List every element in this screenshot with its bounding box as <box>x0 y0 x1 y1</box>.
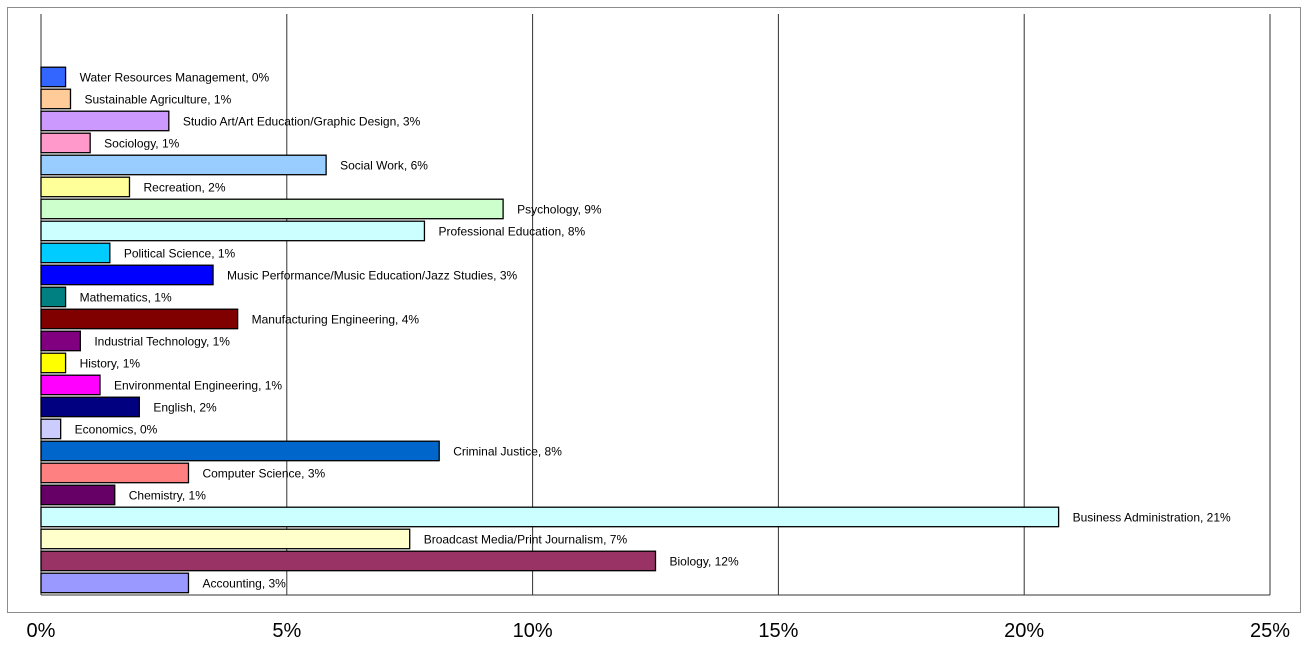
bar-label: Recreation, 2% <box>143 180 225 194</box>
bar <box>40 396 140 418</box>
bar-label: Criminal Justice, 8% <box>453 444 562 458</box>
x-tick-label: 15% <box>758 620 798 642</box>
bar <box>40 374 101 396</box>
bar <box>40 154 327 176</box>
bar-label: Biology, 12% <box>670 554 739 568</box>
bar-label: Chemistry, 1% <box>129 488 206 502</box>
bar <box>40 308 239 330</box>
bar-label: Sociology, 1% <box>104 136 179 150</box>
bars <box>40 66 1060 594</box>
bar-label: History, 1% <box>80 356 141 370</box>
bar-label: Accounting, 3% <box>202 576 286 590</box>
bar <box>40 484 116 506</box>
bar-label: Economics, 0% <box>75 422 158 436</box>
bar <box>40 198 504 220</box>
bar <box>40 66 67 88</box>
bar <box>40 352 67 374</box>
bar-label: Sustainable Agriculture, 1% <box>84 92 231 106</box>
bar <box>40 132 91 154</box>
bar <box>40 176 131 198</box>
bar <box>40 88 72 110</box>
bar <box>40 572 190 594</box>
bar-label: Social Work, 6% <box>340 158 428 172</box>
bar-label: English, 2% <box>153 400 217 414</box>
bar <box>40 506 1060 528</box>
bar-label: Professional Education, 8% <box>438 224 585 238</box>
bar <box>40 462 190 484</box>
bar <box>40 220 426 242</box>
x-tick-label: 20% <box>1004 620 1044 642</box>
bar-label: Studio Art/Art Education/Graphic Design,… <box>183 114 421 128</box>
bar <box>40 242 111 264</box>
bar <box>40 110 170 132</box>
bar-label: Water Resources Management, 0% <box>80 70 270 84</box>
bar <box>40 440 440 462</box>
bar-label: Music Performance/Music Education/Jazz S… <box>227 268 517 282</box>
bar-label: Environmental Engineering, 1% <box>114 378 282 392</box>
bar <box>40 286 67 308</box>
bar <box>40 264 214 286</box>
bar <box>40 330 81 352</box>
bar-label: Industrial Technology, 1% <box>94 334 230 348</box>
bar-label: Business Administration, 21% <box>1073 510 1231 524</box>
bar <box>40 550 657 572</box>
bar-label: Computer Science, 3% <box>202 466 325 480</box>
bar-label: Mathematics, 1% <box>80 290 172 304</box>
bar-label: Political Science, 1% <box>124 246 236 260</box>
bar <box>40 418 62 440</box>
bar-labels: Water Resources Management, 0% Sustainabl… <box>75 70 1231 590</box>
x-tick-label: 0% <box>27 620 56 642</box>
bar-label: Broadcast Media/Print Journalism, 7% <box>424 532 628 546</box>
bar <box>40 528 411 550</box>
x-tick-label: 5% <box>272 620 301 642</box>
chart-frame <box>7 7 1301 613</box>
bar-label: Psychology, 9% <box>517 202 602 216</box>
x-axis: 0% 5% 10% 15% 20% 25% <box>27 594 1290 642</box>
bar-label: Manufacturing Engineering, 4% <box>252 312 420 326</box>
x-tick-label: 25% <box>1250 620 1290 642</box>
x-tick-label: 10% <box>513 620 553 642</box>
